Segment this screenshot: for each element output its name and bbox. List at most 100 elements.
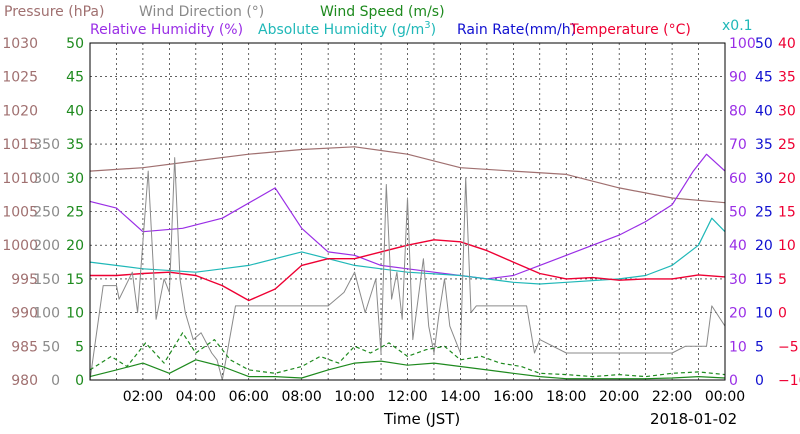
rain-tick-label: 50 (755, 36, 773, 52)
rain-tick-label: 30 (755, 171, 773, 187)
wind-speed-tick-label: 35 (66, 137, 84, 153)
grid (90, 43, 725, 380)
series-layer (89, 146, 726, 381)
rain-tick-label: 20 (755, 238, 773, 254)
legend-wind-direction: Wind Direction (°) (139, 4, 264, 20)
x-tick-label: 08:00 (281, 389, 321, 405)
series-pressure-line (89, 146, 726, 204)
legend-wind-speed: Wind Speed (m/s) (320, 4, 445, 20)
humidity-tick-label: 20 (729, 306, 747, 322)
x-tick-label: 14:00 (440, 389, 480, 405)
humidity-tick-label: 60 (729, 171, 747, 187)
pressure-tick-label: 1025 (2, 70, 38, 86)
humidity-tick-label: 100 (729, 36, 756, 52)
pressure-tick-label: 1010 (2, 171, 38, 187)
wind-speed-tick-label: 25 (66, 205, 84, 221)
rain-tick-label: 0 (755, 373, 764, 389)
wind-direction-tick-label: 0 (51, 373, 60, 389)
humidity-tick-label: 90 (729, 70, 747, 86)
humidity-tick-label: 30 (729, 272, 747, 288)
wind-speed-tick-label: 30 (66, 171, 84, 187)
temperature-tick-label: 10 (778, 238, 796, 254)
x-tick-label: 20:00 (599, 389, 639, 405)
humidity-tick-label: 50 (729, 205, 747, 221)
rain-tick-label: 5 (755, 339, 764, 355)
temperature-tick-label: 25 (778, 137, 796, 153)
wind-direction-tick-label: 250 (33, 205, 60, 221)
x-tick-label: 06:00 (229, 389, 269, 405)
temperature-tick-label: 15 (778, 205, 796, 221)
temperature-tick-label: 35 (778, 70, 796, 86)
wind-speed-tick-label: 5 (75, 339, 84, 355)
date-label: 2018-01-02 (650, 410, 737, 428)
wind-speed-tick-label: 50 (66, 36, 84, 52)
wind-speed-tick-label: 10 (66, 306, 84, 322)
wind-direction-tick-label: 100 (33, 306, 60, 322)
temperature-tick-label: 30 (778, 103, 796, 119)
temperature-tick-label: −5 (778, 339, 799, 355)
wind-direction-tick-label: 300 (33, 171, 60, 187)
right-axes: 1009080706050403020100504540353025201510… (729, 36, 800, 389)
series-humidity-abs-line (89, 217, 726, 285)
pressure-tick-label: 1005 (2, 205, 38, 221)
humidity-tick-label: 80 (729, 103, 747, 119)
plot-frame (89, 42, 726, 381)
x-tick-label: 00:00 (705, 389, 745, 405)
series-humidity-rel-line (89, 153, 726, 280)
temperature-tick-label: 0 (778, 306, 787, 322)
x-axis-label: Time (JST) (383, 410, 460, 428)
rain-tick-label: 45 (755, 70, 773, 86)
wind-direction-tick-label: 150 (33, 272, 60, 288)
series-wind-dir-line (89, 157, 726, 381)
pressure-tick-label: 1015 (2, 137, 38, 153)
rain-tick-label: 40 (755, 103, 773, 119)
wind-speed-tick-label: 40 (66, 103, 84, 119)
rain-tick-label: 35 (755, 137, 773, 153)
rain-tick-label: 25 (755, 205, 773, 221)
pressure-tick-label: 1000 (2, 238, 38, 254)
temperature-tick-label: −10 (778, 373, 800, 389)
series-wind-speed-gust-line (89, 332, 726, 378)
pressure-tick-label: 995 (11, 272, 38, 288)
legend-absolute-humidity: Absolute Humidity (g/m3) (258, 20, 436, 38)
wind-direction-tick-label: 200 (33, 238, 60, 254)
temperature-tick-label: 40 (778, 36, 796, 52)
legend-rain-rate: Rain Rate(mm/h) (457, 22, 576, 38)
series-wind-speed-avg-line (89, 359, 726, 380)
wind-speed-tick-label: 15 (66, 272, 84, 288)
x-tick-label: 02:00 (123, 389, 163, 405)
wind-speed-tick-label: 45 (66, 70, 84, 86)
pressure-tick-label: 1020 (2, 103, 38, 119)
legend-pressure: Pressure (hPa) (4, 4, 104, 20)
pressure-tick-label: 990 (11, 306, 38, 322)
x-tick-label: 04:00 (176, 389, 216, 405)
rain-tick-label: 15 (755, 272, 773, 288)
temperature-tick-label: 5 (778, 272, 787, 288)
wind-speed-tick-label: 0 (75, 373, 84, 389)
left-axes: 1030102510201015101010051000995990985980… (2, 36, 84, 389)
x-tick-label: 22:00 (652, 389, 692, 405)
x-axis-ticks: 02:00 04:00 06:00 08:00 10:00 12:00 14:00 16:00… (123, 389, 745, 405)
legend-abs-scale: x0.1 (722, 18, 753, 34)
pressure-tick-label: 980 (11, 373, 38, 389)
temperature-tick-label: 20 (778, 171, 796, 187)
pressure-tick-label: 985 (11, 339, 38, 355)
humidity-tick-label: 40 (729, 238, 747, 254)
wind-speed-tick-label: 20 (66, 238, 84, 254)
pressure-tick-label: 1030 (2, 36, 38, 52)
humidity-tick-label: 70 (729, 137, 747, 153)
wind-direction-tick-label: 350 (33, 137, 60, 153)
humidity-tick-label: 10 (729, 339, 747, 355)
x-tick-label: 18:00 (546, 389, 586, 405)
legend-absolute-humidity-close: ) (431, 22, 436, 38)
humidity-tick-label: 0 (729, 373, 738, 389)
legend-temperature: Temperature (°C) (569, 22, 691, 38)
x-tick-label: 12:00 (387, 389, 427, 405)
series-temperature-line (90, 239, 726, 302)
legend-relative-humidity: Relative Humidity (%) (90, 22, 243, 38)
legend-absolute-humidity-sup: 3 (424, 20, 430, 31)
x-tick-label: 10:00 (334, 389, 374, 405)
x-tick-label: 16:00 (493, 389, 533, 405)
